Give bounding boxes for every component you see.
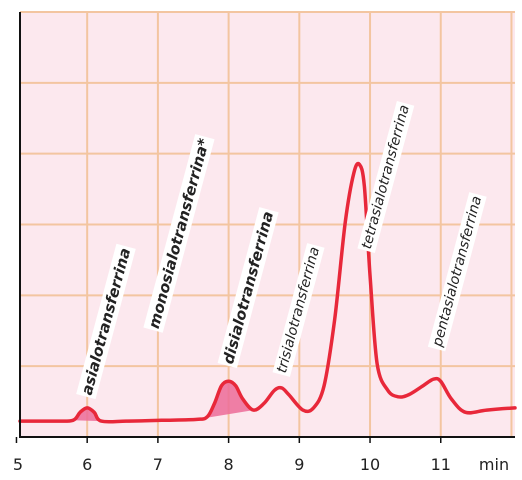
x-tick-label: 5 [13, 455, 23, 474]
peak-fills [73, 381, 254, 422]
axes [19, 12, 515, 438]
peak-label-background [427, 192, 487, 352]
x-axis-ticks: 5 6 7 8 9 10 11 min [13, 437, 509, 474]
peak-label-background [272, 243, 325, 377]
x-tick-label: 9 [294, 455, 304, 474]
asialotransferrin-peak-fill [73, 407, 102, 422]
x-axis-unit-label: min [479, 455, 509, 474]
peak-label-background [357, 101, 415, 254]
peak-label-background [76, 243, 136, 400]
chromatogram-trace [18, 161, 517, 424]
x-tick-label: 7 [153, 455, 163, 474]
disialotransferrin-peak-fill [196, 381, 254, 420]
peak-label-background [217, 207, 279, 369]
x-tick-label: 6 [82, 455, 92, 474]
peak-label-background [143, 134, 215, 333]
x-tick-label: 10 [360, 455, 380, 474]
x-tick-label: 8 [224, 455, 234, 474]
x-tick-label: 11 [431, 455, 451, 474]
